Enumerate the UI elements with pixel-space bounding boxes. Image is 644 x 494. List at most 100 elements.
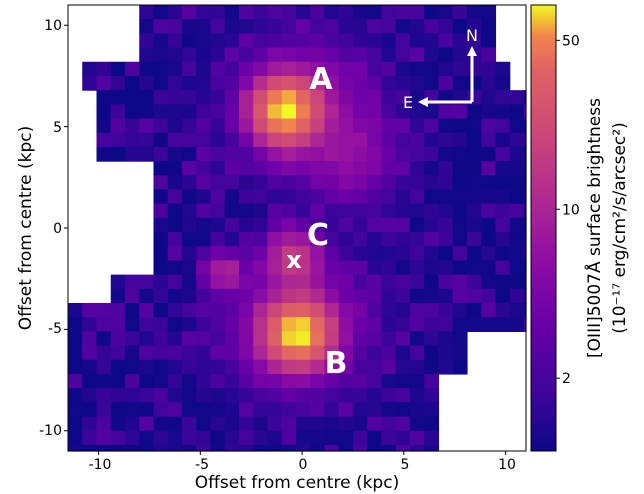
heatmap-cell — [324, 232, 340, 247]
heatmap-cell — [224, 331, 240, 347]
heatmap-cell — [267, 260, 283, 276]
heatmap-cell — [310, 388, 326, 403]
heatmap-cell — [181, 402, 197, 418]
heatmap-cell — [495, 274, 511, 290]
heatmap-cell — [295, 118, 311, 134]
heatmap-cell — [310, 217, 326, 233]
heatmap-cell — [253, 288, 269, 304]
heatmap-cell — [110, 90, 126, 105]
y-tick-label: 10 — [44, 18, 62, 34]
heatmap-cell — [210, 189, 226, 205]
heatmap-cell — [324, 359, 340, 375]
heatmap-cell — [409, 288, 425, 304]
heatmap-cell — [523, 203, 527, 219]
heatmap-cell — [352, 5, 368, 20]
heatmap-cell — [238, 5, 254, 20]
heatmap-cell — [452, 47, 468, 63]
heatmap-cell — [338, 303, 354, 318]
heatmap-cell — [395, 373, 411, 389]
heatmap-cell — [324, 317, 340, 332]
heatmap-cell — [295, 132, 311, 148]
heatmap-cell — [424, 33, 440, 49]
heatmap-cell — [523, 303, 527, 318]
heatmap-cell — [381, 189, 397, 205]
heatmap-cell — [481, 303, 497, 318]
heatmap-cell — [267, 331, 283, 347]
heatmap-cell — [238, 388, 254, 403]
heatmap-cell — [352, 61, 368, 77]
heatmap-cell — [338, 416, 354, 432]
heatmap-cell — [253, 359, 269, 375]
heatmap-cell — [367, 303, 383, 318]
heatmap-cell — [509, 161, 525, 176]
heatmap-cell — [139, 373, 155, 389]
heatmap-cell — [153, 288, 169, 304]
heatmap-cell — [438, 232, 454, 247]
heatmap-cell — [253, 345, 269, 361]
annotation-b: B — [325, 346, 348, 381]
heatmap-cell — [96, 75, 112, 91]
heatmap-cell — [181, 189, 197, 205]
heatmap-cell — [210, 303, 226, 318]
heatmap-cell — [324, 47, 340, 63]
heatmap-cell — [295, 61, 311, 77]
heatmap-cell — [367, 217, 383, 233]
heatmap-cell — [181, 47, 197, 63]
heatmap-cell — [523, 175, 527, 191]
heatmap-cell — [82, 345, 98, 361]
heatmap-cell — [196, 146, 212, 162]
heatmap-cell — [181, 33, 197, 49]
heatmap-cell — [295, 260, 311, 276]
heatmap-cell — [96, 317, 112, 332]
heatmap-cell — [68, 430, 83, 446]
heatmap-cell — [267, 402, 283, 418]
heatmap-cell — [495, 161, 511, 176]
heatmap-cell — [281, 61, 297, 77]
heatmap-cell — [481, 47, 497, 63]
colorbar: 2 10 50 [OIII]5007Å surface brightness (… — [530, 4, 630, 452]
heatmap-cell — [409, 430, 425, 446]
colorbar-label-line1: [OIII]5007Å surface brightness — [583, 98, 605, 358]
heatmap-cell — [509, 303, 525, 318]
heatmap-cell — [267, 19, 283, 34]
heatmap-cell — [495, 246, 511, 262]
heatmap-cell — [481, 317, 497, 332]
heatmap-cell — [466, 317, 482, 332]
heatmap-cell — [367, 232, 383, 247]
heatmap-cell — [424, 345, 440, 361]
heatmap-cell — [253, 146, 269, 162]
heatmap-cell — [224, 430, 240, 446]
heatmap-cell — [96, 118, 112, 134]
heatmap-cell — [424, 189, 440, 205]
heatmap-cell — [125, 104, 140, 120]
heatmap-cell — [367, 260, 383, 276]
heatmap-cell — [281, 416, 297, 432]
heatmap-cell — [310, 47, 326, 63]
heatmap-cell — [324, 19, 340, 34]
heatmap-cell — [153, 75, 169, 91]
heatmap-cell — [196, 61, 212, 77]
colorbar-tick-label: 50 — [562, 33, 580, 49]
heatmap-cell — [139, 402, 155, 418]
heatmap-cell — [253, 118, 269, 134]
heatmap-cell — [110, 75, 126, 91]
heatmap-cell — [196, 345, 212, 361]
heatmap-cell — [125, 444, 140, 452]
heatmap-cell — [68, 331, 83, 347]
heatmap-cell — [210, 345, 226, 361]
heatmap-cell — [324, 416, 340, 432]
heatmap-cell — [224, 260, 240, 276]
heatmap-cell — [409, 175, 425, 191]
heatmap-cell — [267, 90, 283, 105]
heatmap-cell — [253, 430, 269, 446]
heatmap-cell — [139, 416, 155, 432]
heatmap-cell — [452, 5, 468, 20]
heatmap-cell — [281, 132, 297, 148]
heatmap-cell — [125, 288, 140, 304]
east-arrowhead — [418, 97, 428, 107]
heatmap-cell — [281, 33, 297, 49]
heatmap-cell — [367, 33, 383, 49]
heatmap-cell — [125, 118, 140, 134]
heatmap-cell — [281, 104, 297, 120]
heatmap-cell — [210, 75, 226, 91]
